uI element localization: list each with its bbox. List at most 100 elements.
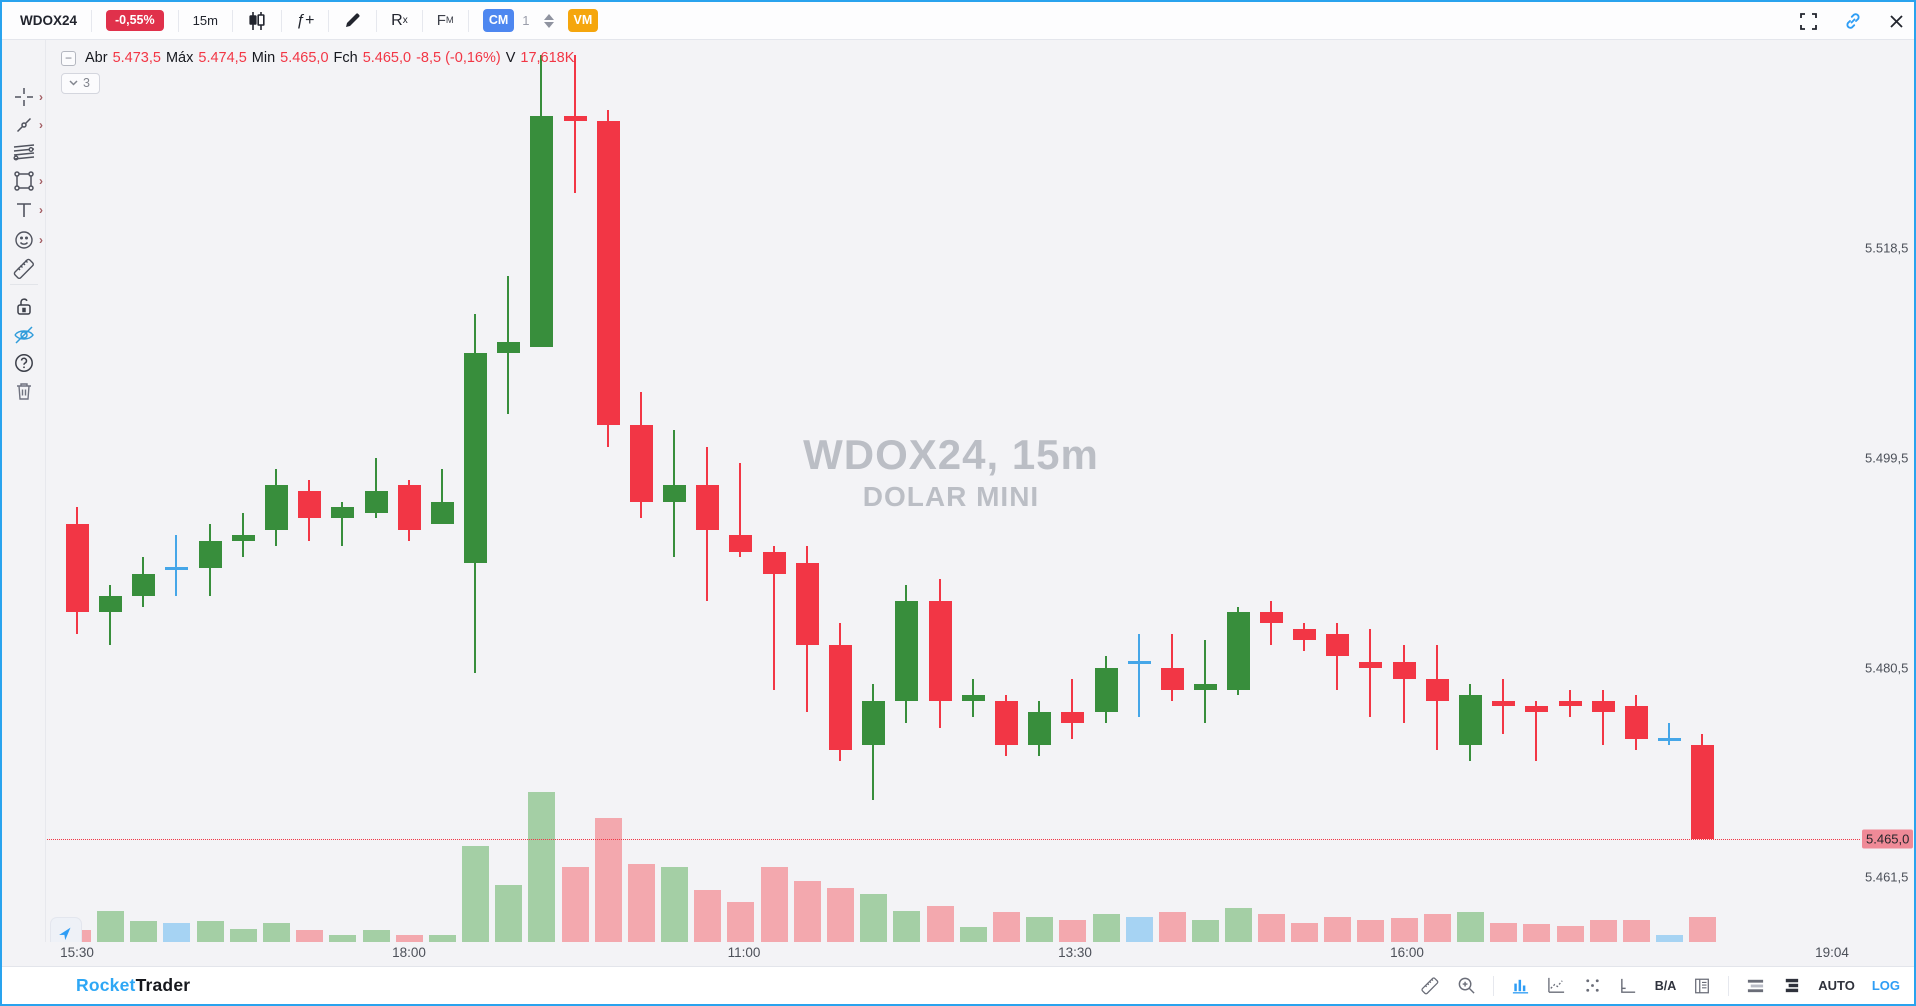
app-logo: RocketTrader <box>76 975 190 996</box>
time-axis[interactable]: 15:30 18:00 11:00 13:30 16:00 19:04 <box>47 942 1860 966</box>
volume-bar <box>395 934 423 942</box>
volume-bar <box>1622 919 1650 942</box>
volume-bar <box>1058 919 1086 942</box>
candle-body <box>894 601 918 701</box>
volume-bar <box>527 792 555 942</box>
link-button[interactable] <box>1843 11 1863 31</box>
legend-min-value: 5.465,0 <box>280 50 329 66</box>
change-badge[interactable]: -0,55% <box>94 8 176 34</box>
candle-wick <box>773 546 775 690</box>
rows-dark-icon[interactable] <box>1782 976 1801 995</box>
volume-bar <box>1191 919 1219 942</box>
candle-body <box>364 490 388 513</box>
fx-icon: ƒ+ <box>295 11 315 29</box>
bottom-right-controls: B/A AUTO LOG <box>1420 975 1900 996</box>
fullscreen-button[interactable] <box>1800 12 1817 30</box>
chevron-right-icon: › <box>39 233 43 247</box>
bottombar-divider <box>1492 975 1494 996</box>
legend: − Abr 5.473,5 Máx 5.474,5 Min 5.465,0 Fc… <box>61 50 574 66</box>
doji-body <box>164 567 188 571</box>
candle-style-button[interactable] <box>235 8 279 34</box>
lock-open-icon <box>14 296 34 318</box>
volume-bar <box>760 867 788 942</box>
zoom-in-icon[interactable] <box>1457 976 1476 995</box>
candle-wick <box>1602 689 1604 745</box>
tool-ruler[interactable] <box>2 256 46 282</box>
vm-badge-label: VM <box>567 9 599 32</box>
log-scale-button[interactable]: LOG <box>1871 978 1900 993</box>
tool-trendline[interactable]: › <box>2 112 46 138</box>
stepper-down-icon <box>543 21 554 28</box>
price-tick: 5.480,5 <box>1865 660 1909 676</box>
tool-trash[interactable] <box>2 378 46 404</box>
cm-toggle[interactable]: CM <box>471 8 516 34</box>
legend-collapse-button[interactable]: − <box>61 50 76 66</box>
bar-chart-icon[interactable] <box>1511 976 1530 995</box>
auto-scale-button[interactable]: AUTO <box>1818 978 1855 993</box>
vm-toggle[interactable]: VM <box>562 8 611 34</box>
volume-bar <box>362 930 390 942</box>
candle-wick <box>739 463 741 558</box>
candle-body <box>629 424 653 502</box>
tool-eye-hidden[interactable] <box>2 322 46 348</box>
draw-button[interactable] <box>331 8 374 34</box>
interval-button[interactable]: 15m <box>192 13 218 28</box>
book-icon[interactable] <box>1693 977 1711 995</box>
tool-question[interactable] <box>2 350 46 376</box>
chevron-down-icon <box>69 80 78 86</box>
candle-body <box>65 524 89 613</box>
chart-pane[interactable]: WDOX24, 15m DOLAR MINI − Abr 5.473,5 Máx… <box>47 40 1860 942</box>
scatter-icon[interactable] <box>1583 976 1602 995</box>
tool-rectangle[interactable]: › <box>2 168 46 194</box>
stepper-up-icon <box>543 13 554 20</box>
legend-change-value: -8,5 (-0,16%) <box>416 50 501 66</box>
tool-text-tool[interactable]: › <box>2 197 46 223</box>
volume-bar <box>1423 913 1451 942</box>
legend-volume-value: 17,618K <box>520 50 575 66</box>
toolbar-divider <box>421 9 423 32</box>
rows-light-icon[interactable] <box>1746 976 1765 995</box>
candle-body <box>1524 706 1548 712</box>
candle-wick <box>1369 628 1371 718</box>
tool-parallel-lines[interactable] <box>2 139 46 165</box>
trash-icon <box>14 380 34 402</box>
ruler-icon[interactable] <box>1420 976 1440 996</box>
candle-wick <box>1171 634 1173 701</box>
chevron-right-icon: › <box>39 118 43 132</box>
bid-ask-button[interactable]: B/A <box>1654 978 1677 993</box>
price-axis[interactable]: 5.518,5 5.499,5 5.480,5 5.461,5 5.465,0 <box>1860 40 1914 942</box>
quantity-value[interactable]: 1 <box>522 13 530 28</box>
tool-crosshair[interactable]: › <box>2 84 46 110</box>
watermark-subtitle: DOLAR MINI <box>862 481 1040 512</box>
candle-body <box>297 490 321 519</box>
tool-lock-open[interactable] <box>2 294 46 320</box>
volume-bar <box>892 910 920 942</box>
volume-bar <box>1092 913 1120 942</box>
volume-bar <box>1655 934 1683 942</box>
candle-wick <box>375 457 377 519</box>
candle-body <box>961 695 985 701</box>
line-chart-icon[interactable] <box>1547 976 1566 995</box>
candle-body <box>695 485 719 530</box>
indicators-collapse-button[interactable]: 3 <box>61 73 100 94</box>
candle-body <box>1458 695 1482 745</box>
candle-body <box>463 352 487 563</box>
quantity-stepper[interactable] <box>536 13 562 28</box>
close-button[interactable] <box>1889 14 1904 29</box>
nav-arrow-icon <box>59 927 71 941</box>
volume-bar <box>428 934 456 942</box>
candle-body <box>1392 662 1416 679</box>
doji-wick <box>1138 634 1140 718</box>
candle-body <box>430 501 454 524</box>
tool-emoji[interactable]: › <box>2 227 46 253</box>
candle-wick <box>341 501 343 547</box>
volume-bar <box>1290 922 1318 942</box>
navigate-button[interactable] <box>51 918 81 942</box>
symbol-button[interactable]: WDOX24 <box>20 13 78 28</box>
axis-icon[interactable] <box>1619 976 1638 995</box>
candle-body <box>795 562 819 646</box>
indicators-button[interactable]: ƒ+ <box>284 8 326 34</box>
